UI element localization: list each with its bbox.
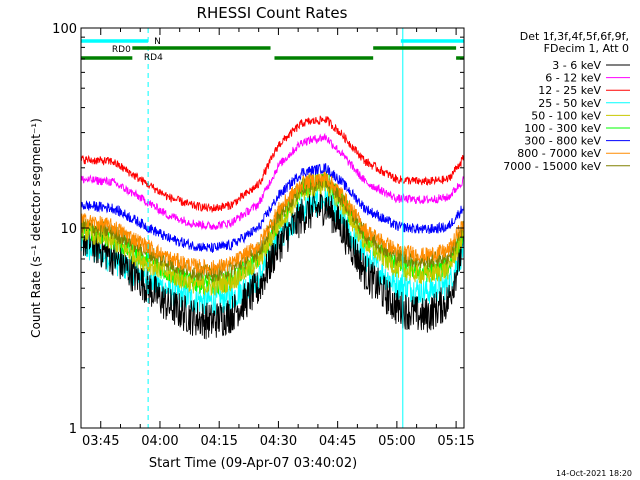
y-axis-label: Count Rate (s⁻¹ detector segment⁻¹) <box>29 118 43 338</box>
y-tick-label: 1 <box>69 422 77 437</box>
series-line-300-800-kev <box>80 163 465 253</box>
legend-entry-label: 3 - 6 keV <box>552 59 601 72</box>
legend-entry-label: 6 - 12 keV <box>545 72 601 85</box>
x-tick-label: 04:00 <box>141 434 178 449</box>
y-tick-label: 10 <box>60 222 77 237</box>
footer-timestamp: 14-Oct-2021 18:20 <box>556 469 632 478</box>
series-line-12-25-kev <box>80 115 465 213</box>
chart-title: RHESSI Count Rates <box>197 4 348 22</box>
y-tick-label: 100 <box>52 22 77 37</box>
series-line-6-12-kev <box>80 132 465 231</box>
legend-entry-label: 100 - 300 keV <box>524 122 601 135</box>
x-axis-label: Start Time (09-Apr-07 03:40:02) <box>149 456 357 471</box>
flag-label-1: RD0 <box>112 45 131 55</box>
legend-entry-label: 25 - 50 keV <box>538 97 601 110</box>
series-line-7000-15000-kev <box>80 171 465 283</box>
flag-label-3: RD4 <box>144 53 163 63</box>
flag-bar-layer: N RD0 RD4 <box>81 37 464 63</box>
x-tick-label: 04:15 <box>200 434 237 449</box>
x-tick-label: 05:00 <box>378 434 415 449</box>
legend-entry-label: 300 - 800 keV <box>524 135 601 148</box>
x-tick-label: 04:45 <box>319 434 356 449</box>
legend-entry-label: 50 - 100 keV <box>531 109 601 122</box>
legend: Det 1f,3f,4f,5f,6f,9f,FDecim 1, Att 0 3 -… <box>503 30 630 173</box>
legend-entry-label: 800 - 7000 keV <box>517 147 601 160</box>
legend-entry-label: 12 - 25 keV <box>538 84 601 97</box>
flag-label-0: N <box>154 37 161 47</box>
x-tick-label: 04:30 <box>260 434 297 449</box>
x-tick-label: 03:45 <box>82 434 119 449</box>
axis-layer: 03:45 04:00 04:15 04:30 04:45 05:00 05:15 1 10 10… <box>52 22 475 449</box>
x-tick-label: 05:15 <box>437 434 474 449</box>
series-line-800-7000-kev <box>80 170 465 276</box>
legend-title-line: FDecim 1, Att 0 <box>544 42 629 55</box>
series-layer <box>80 115 465 340</box>
legend-title-line: Det 1f,3f,4f,5f,6f,9f, <box>520 30 629 43</box>
legend-entry-label: 7000 - 15000 keV <box>503 160 601 173</box>
